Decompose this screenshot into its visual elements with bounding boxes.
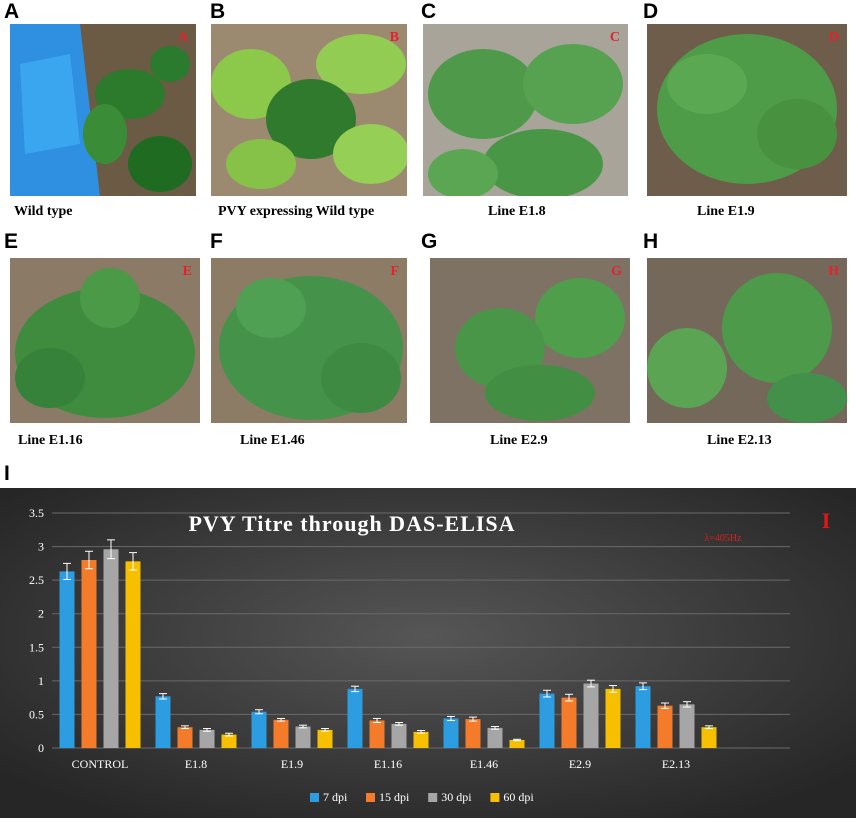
- bar-e1-46-15-dpi: [465, 719, 481, 748]
- bar-control-60-dpi: [125, 561, 141, 748]
- bar-e1-8-7-dpi: [155, 696, 171, 748]
- bar-e2-13-30-dpi: [679, 704, 695, 748]
- photo-line-e1-9: D: [647, 24, 847, 196]
- chart-background: [0, 488, 856, 818]
- panel-letter-a: A: [4, 0, 20, 23]
- bar-e1-8-60-dpi: [221, 734, 237, 748]
- photo-tag-c: C: [609, 30, 620, 45]
- bar-e1-16-30-dpi: [391, 723, 407, 748]
- photo-tag-g: G: [611, 264, 622, 279]
- y-tick-label: 0: [38, 741, 44, 755]
- plant-photo-image: [423, 24, 628, 196]
- panel-letter-e: E: [4, 230, 19, 253]
- x-tick-label: E2.9: [569, 757, 591, 771]
- bar-e1-16-60-dpi: [413, 731, 429, 748]
- y-tick-label: 3.5: [29, 506, 44, 520]
- y-tick-label: 0.5: [29, 707, 44, 721]
- bar-e1-8-15-dpi: [177, 727, 193, 748]
- legend-label: 15 dpi: [379, 790, 410, 804]
- y-tick-label: 1.5: [29, 640, 44, 654]
- photo-line-e2-13: H: [647, 258, 847, 423]
- y-tick-label: 1: [38, 674, 44, 688]
- x-tick-label: E2.13: [662, 757, 690, 771]
- bar-control-7-dpi: [59, 571, 75, 748]
- caption-line-e2-13: Line E2.13: [707, 433, 772, 448]
- bar-e1-46-30-dpi: [487, 727, 503, 748]
- caption-wild-type: Wild type: [14, 204, 73, 219]
- panel-letter-f: F: [210, 230, 223, 253]
- photo-line-e1-46: F: [211, 258, 407, 423]
- caption-line-e1-46: Line E1.46: [240, 433, 305, 448]
- panel-letter-d: D: [643, 0, 659, 23]
- legend-label: 30 dpi: [441, 790, 472, 804]
- photo-line-e1-16: E: [10, 258, 200, 423]
- legend-label: 60 dpi: [503, 790, 534, 804]
- x-tick-label: E1.16: [374, 757, 402, 771]
- y-tick-label: 2: [38, 607, 44, 621]
- bar-control-15-dpi: [81, 560, 97, 748]
- bar-e2-9-30-dpi: [583, 683, 599, 748]
- photo-pvy-wild-type: B: [211, 24, 407, 196]
- plant-photo-image: [647, 24, 847, 196]
- bar-e2-9-15-dpi: [561, 697, 577, 748]
- y-tick-label: 2.5: [29, 573, 44, 587]
- photo-tag-h: H: [828, 264, 839, 279]
- photo-tag-a: A: [177, 30, 188, 45]
- bar-e2-13-15-dpi: [657, 705, 673, 748]
- panel-letter-b: B: [210, 0, 226, 23]
- chart-corner-tag: I: [822, 508, 831, 533]
- plant-photo-image: [211, 258, 407, 423]
- legend-swatch: [366, 793, 375, 802]
- bar-e2-9-7-dpi: [539, 693, 555, 748]
- bar-e1-46-60-dpi: [509, 739, 525, 748]
- x-tick-label: CONTROL: [72, 757, 129, 771]
- bar-e1-9-60-dpi: [317, 729, 333, 748]
- bar-e1-9-15-dpi: [273, 719, 289, 748]
- chart-container: 0 0.5 1 1.5 2 2.5 3 3.5 CONTROL E1.8 E1.9 E1.16 E1.4…: [0, 488, 858, 818]
- bar-chart: 0 0.5 1 1.5 2 2.5 3 3.5 CONTROL E1.8 E1.9 E1.16 E1.4…: [0, 488, 856, 818]
- y-tick-label: 3: [38, 540, 44, 554]
- plant-photo-image: [211, 24, 407, 196]
- caption-pvy-wild-type: PVY expressing Wild type: [218, 204, 375, 219]
- plant-photo-image: [10, 24, 196, 196]
- bar-e2-13-60-dpi: [701, 727, 717, 748]
- bar-e1-16-15-dpi: [369, 720, 385, 748]
- photo-tag-e: E: [182, 264, 192, 279]
- photo-tag-f: F: [390, 264, 399, 279]
- bar-e2-13-7-dpi: [635, 686, 651, 748]
- caption-line-e1-8: Line E1.8: [488, 204, 546, 219]
- legend-swatch: [310, 793, 319, 802]
- plant-photo-image: [430, 258, 630, 423]
- plant-photo-image: [647, 258, 847, 423]
- panel-letter-c: C: [421, 0, 437, 23]
- panel-letter-i: I: [4, 462, 10, 485]
- legend-label: 7 dpi: [323, 790, 348, 804]
- caption-line-e1-9: Line E1.9: [697, 204, 755, 219]
- x-tick-label: E1.9: [281, 757, 303, 771]
- x-tick-label: E1.8: [185, 757, 207, 771]
- photo-tag-b: B: [389, 30, 399, 45]
- bar-control-30-dpi: [103, 549, 119, 748]
- photo-wild-type: A: [10, 24, 196, 196]
- chart-title: PVY Titre through DAS-ELISA: [188, 511, 515, 536]
- bar-e1-46-7-dpi: [443, 718, 459, 748]
- panel-letter-h: H: [643, 230, 659, 253]
- legend-swatch: [490, 793, 500, 802]
- bar-e2-9-60-dpi: [605, 688, 621, 748]
- photo-tag-d: D: [828, 30, 839, 45]
- panel-letter-g: G: [421, 230, 438, 253]
- caption-line-e1-16: Line E1.16: [18, 433, 83, 448]
- bar-e1-9-7-dpi: [251, 711, 267, 748]
- photo-line-e1-8: C: [423, 24, 628, 196]
- plant-photo-image: [10, 258, 200, 423]
- bar-e1-16-7-dpi: [347, 688, 363, 748]
- caption-line-e2-9: Line E2.9: [490, 433, 548, 448]
- bar-e1-9-30-dpi: [295, 726, 311, 748]
- photo-line-e2-9: G: [430, 258, 630, 423]
- wavelength-annotation: λ=405Hz: [704, 533, 742, 544]
- legend-swatch: [428, 793, 438, 802]
- x-tick-label: E1.46: [470, 757, 498, 771]
- bar-e1-8-30-dpi: [199, 729, 215, 748]
